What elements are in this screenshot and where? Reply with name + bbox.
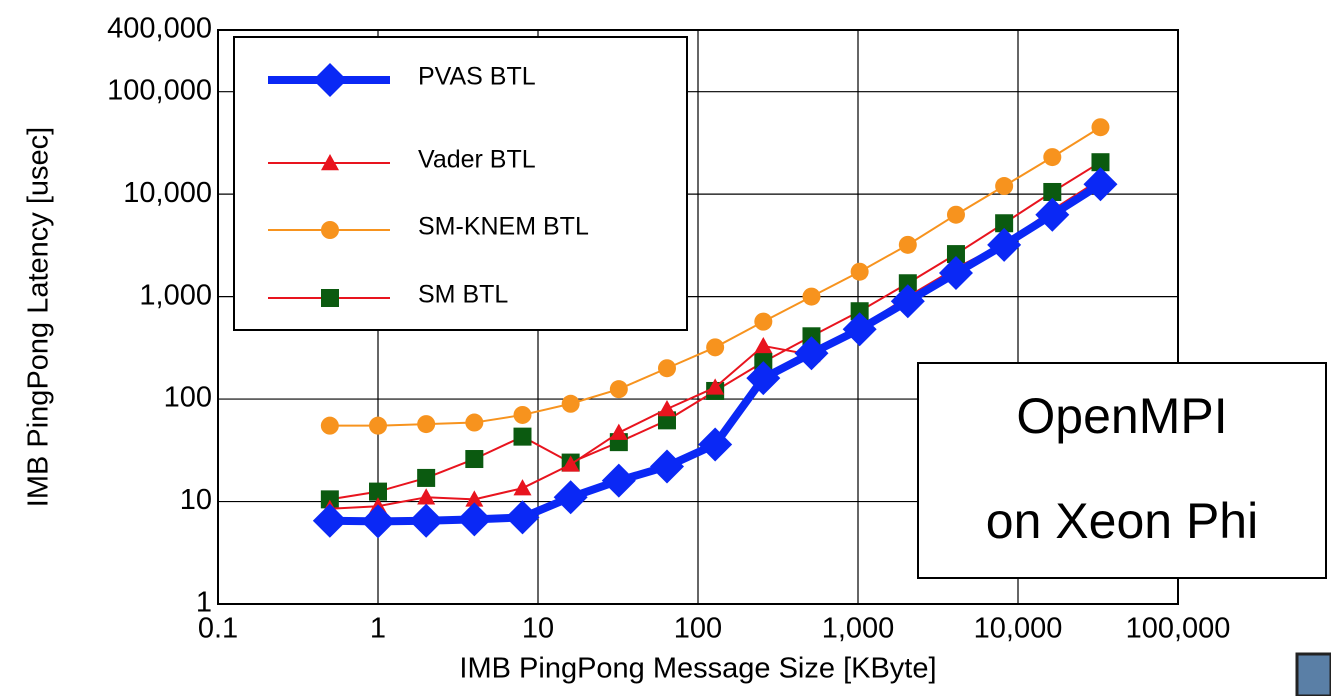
marker [369,416,387,435]
marker [1091,118,1110,137]
x-tick-label: 1,000 [822,613,895,645]
y-tick-label: 400,000 [107,13,212,45]
marker [553,480,588,515]
marker [313,63,347,97]
marker [898,274,917,293]
marker [409,503,444,538]
marker [561,394,580,413]
marker [698,427,733,462]
icon [1295,652,1331,696]
marker [842,312,877,347]
marker [946,205,965,224]
marker [312,503,347,538]
marker [1035,197,1070,232]
marker [657,359,676,378]
marker [995,214,1014,233]
marker [802,287,821,306]
marker [321,289,339,307]
marker [417,415,436,434]
marker [890,284,925,319]
legend-label: SM BTL [418,281,508,309]
marker [1043,148,1062,167]
y-tick-label: 10 [180,484,212,516]
marker [657,400,676,417]
marker [898,235,917,254]
marker [465,450,484,469]
marker [321,154,339,171]
marker [320,416,339,435]
y-tick-label: 1,000 [139,279,212,311]
legend-label: PVAS BTL [418,63,536,91]
plot-frame [217,29,1179,605]
annotation-box [917,362,1327,579]
marker [601,463,636,498]
marker [794,336,829,371]
y-tick-label: 10,000 [123,177,212,209]
marker [320,490,339,509]
marker [706,378,725,395]
legend: PVAS BTL Vader BTL SM-KNEM BTL SM BTL [233,36,688,331]
x-tick-label: 10 [522,613,554,645]
marker [465,413,484,432]
marker [649,449,684,484]
marker [609,423,628,440]
marker [417,488,436,505]
marker [505,500,540,535]
marker [513,479,532,496]
marker [850,302,869,321]
marker [754,312,773,331]
marker [561,455,580,472]
y-axis-title: IMB PingPong Latency [usec] [23,127,55,507]
marker [361,504,395,539]
legend-label: Vader BTL [418,146,536,174]
x-tick-label: 0.1 [198,613,238,645]
annotation-text: on Xeon Phi [986,493,1258,549]
marker [609,380,628,399]
marker [938,256,973,291]
marker [1083,167,1118,202]
marker [1091,153,1110,172]
x-axis-title: IMB PingPong Message Size [KByte] [459,653,936,685]
legend-label: SM-KNEM BTL [418,213,589,241]
marker [706,338,725,357]
x-tick-label: 10,000 [974,613,1063,645]
marker [987,227,1022,262]
y-tick-label: 1 [196,587,212,619]
marker [1043,182,1062,201]
x-tick-label: 100 [674,613,722,645]
marker [513,405,532,424]
x-tick-label: 100,000 [1126,613,1231,645]
x-tick-label: 1 [370,613,386,645]
marker [465,490,484,507]
marker [995,177,1014,196]
marker [321,221,339,239]
annotation-text: OpenMPI [1016,388,1227,444]
y-tick-label: 100 [164,382,212,414]
marker [850,262,869,281]
marker [746,361,781,396]
marker [457,502,492,537]
legend-box [233,36,688,331]
y-tick-label: 100,000 [107,74,212,106]
marker [946,245,965,264]
marker [513,427,532,446]
marker [369,482,387,501]
marker [754,336,773,354]
marker [417,468,436,487]
